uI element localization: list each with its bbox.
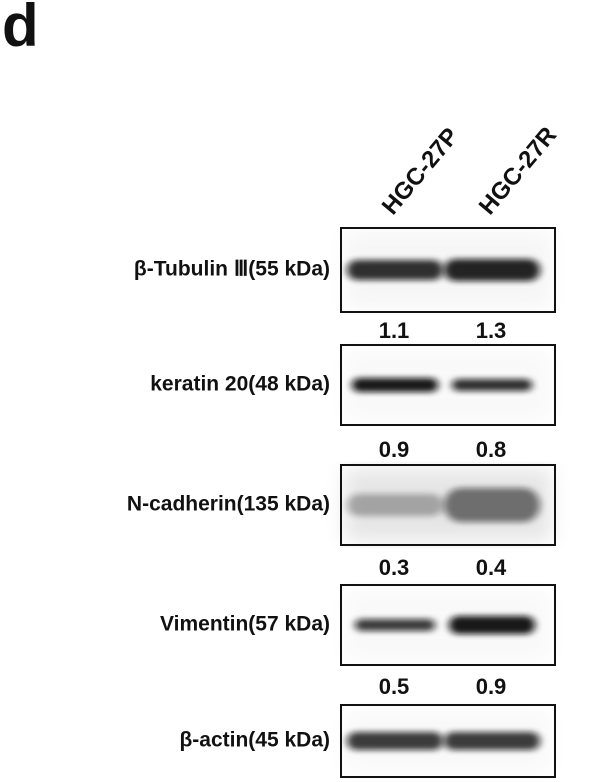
quantification: 0.5 — [379, 674, 410, 699]
blot-image — [340, 227, 556, 313]
band — [444, 488, 540, 522]
band — [347, 732, 443, 750]
blot-frame — [340, 344, 556, 426]
band — [444, 732, 540, 750]
blot-frame — [340, 704, 556, 778]
band — [355, 619, 435, 631]
blot-frame — [340, 227, 556, 313]
blot-label: Vimentin(57 kDa) — [160, 613, 330, 636]
blot-image — [340, 464, 556, 546]
quantification: 0.4 — [476, 555, 507, 580]
blot-frame — [340, 584, 556, 666]
blot-image — [340, 584, 556, 666]
lane-label: HGC-27P — [377, 123, 465, 220]
blot-image — [340, 704, 556, 778]
blot-image — [340, 344, 556, 426]
quantification: 1.3 — [476, 318, 507, 343]
band — [452, 379, 532, 391]
band — [352, 378, 438, 392]
band — [347, 494, 443, 516]
panel-label: d — [2, 0, 39, 59]
blot-label: N-cadherin(135 kDa) — [127, 493, 330, 516]
blot-label: keratin 20(48 kDa) — [150, 373, 330, 396]
blot-label: β-Tubulin Ⅲ(55 kDa) — [134, 258, 330, 281]
quantification: 0.3 — [379, 555, 410, 580]
band — [449, 616, 535, 634]
blot-frame — [340, 464, 556, 546]
quantification: 0.8 — [476, 437, 507, 462]
band — [347, 260, 443, 280]
band — [444, 259, 540, 281]
quantification: 1.1 — [379, 318, 410, 343]
quantification: 0.9 — [379, 437, 410, 462]
lane-label: HGC-27R — [474, 122, 562, 220]
quantification: 0.9 — [476, 674, 507, 699]
blot-label: β-actin(45 kDa) — [179, 729, 330, 752]
